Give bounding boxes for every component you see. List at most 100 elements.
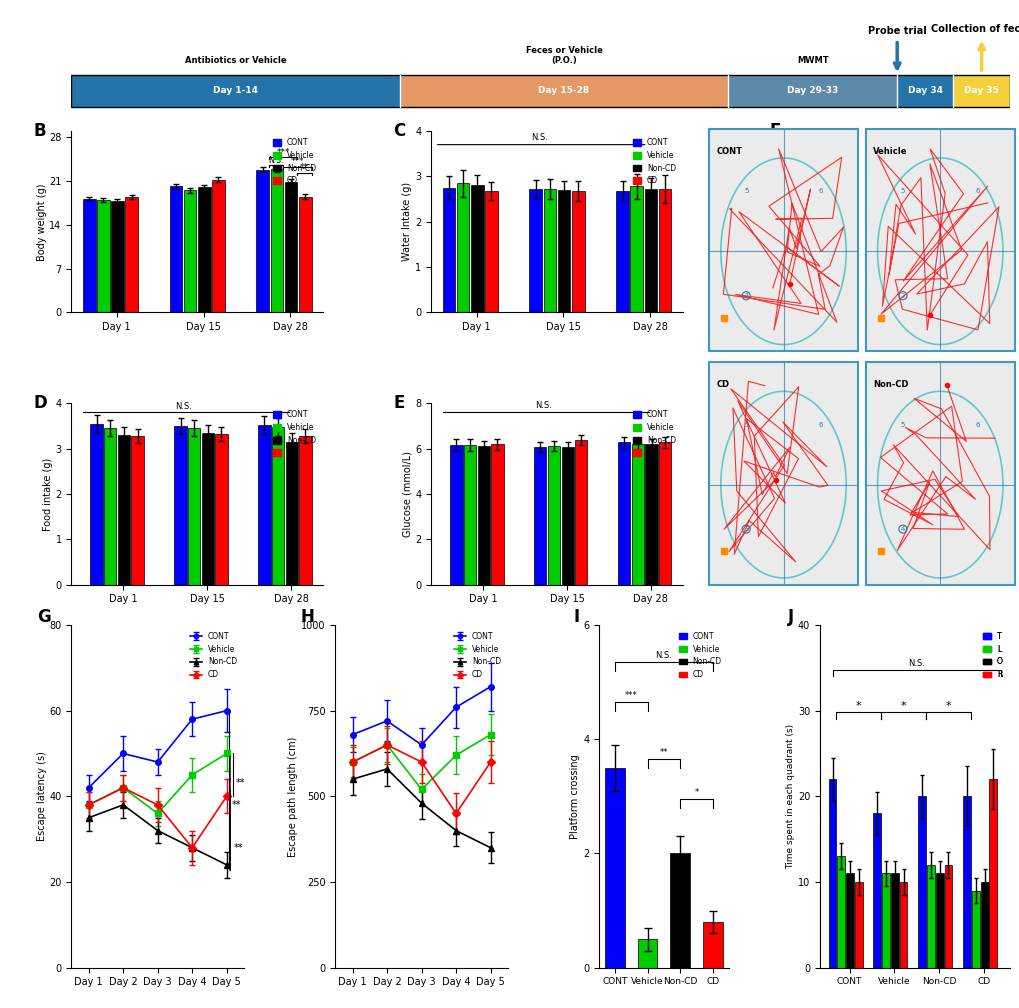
- Bar: [258, 425, 270, 585]
- Text: ***: ***: [276, 148, 289, 156]
- Bar: [926, 865, 934, 968]
- Bar: [284, 182, 298, 312]
- Bar: [854, 882, 862, 968]
- Bar: [270, 169, 283, 312]
- Bar: [485, 191, 497, 312]
- Text: CONT: CONT: [715, 147, 742, 156]
- Bar: [131, 435, 144, 585]
- Text: 5: 5: [743, 421, 748, 427]
- Bar: [934, 873, 943, 968]
- Bar: [442, 187, 454, 312]
- Text: 5: 5: [900, 188, 904, 195]
- Bar: [644, 190, 656, 312]
- Bar: [212, 179, 224, 312]
- Bar: [464, 446, 476, 585]
- Bar: [198, 187, 210, 312]
- Text: *: *: [855, 701, 861, 711]
- Text: 6: 6: [974, 188, 979, 195]
- Text: Non-CD: Non-CD: [872, 380, 908, 389]
- Legend: CONT, Vehicle, Non-CD, CD: CONT, Vehicle, Non-CD, CD: [450, 629, 503, 682]
- Bar: [837, 857, 845, 968]
- Bar: [71, 76, 1009, 107]
- Bar: [971, 891, 979, 968]
- Bar: [618, 443, 630, 585]
- Bar: [827, 779, 836, 968]
- Y-axis label: Food intake (g): Food intake (g): [43, 458, 53, 530]
- Legend: CONT, Vehicle, Non-CD, CD: CONT, Vehicle, Non-CD, CD: [630, 407, 679, 461]
- Legend: T, L, O, R: T, L, O, R: [979, 629, 1005, 682]
- Text: Collection of feces: Collection of feces: [930, 24, 1019, 33]
- Text: **: **: [300, 163, 309, 172]
- Text: N.S.: N.S.: [175, 402, 193, 411]
- Text: 6: 6: [818, 188, 822, 195]
- Text: **: **: [235, 778, 245, 788]
- Bar: [872, 813, 880, 968]
- Text: **: **: [233, 843, 243, 853]
- Bar: [944, 865, 952, 968]
- Bar: [187, 428, 200, 585]
- Text: *: *: [945, 701, 951, 711]
- Y-axis label: Time spent in each quadrant (s): Time spent in each quadrant (s): [786, 724, 795, 869]
- Text: E: E: [393, 394, 405, 412]
- Bar: [543, 190, 555, 312]
- Text: I: I: [573, 608, 579, 626]
- Text: H: H: [301, 608, 315, 626]
- Y-axis label: Glucose (mmol/L): Glucose (mmol/L): [403, 451, 412, 537]
- Bar: [457, 183, 469, 312]
- Bar: [917, 796, 925, 968]
- Text: N.S.: N.S.: [268, 156, 283, 165]
- Text: Day 34: Day 34: [907, 87, 942, 96]
- Text: 3: 3: [743, 526, 748, 532]
- Text: **: **: [231, 800, 242, 809]
- Bar: [631, 444, 643, 585]
- Text: B: B: [34, 122, 46, 140]
- Legend: CONT, Vehicle, Non-CD, CD: CONT, Vehicle, Non-CD, CD: [676, 629, 725, 682]
- Bar: [702, 922, 722, 968]
- Text: Day 35: Day 35: [963, 87, 998, 96]
- Text: MWMT: MWMT: [796, 56, 827, 66]
- Bar: [979, 882, 987, 968]
- Legend: CONT, Vehicle, Non-CD, CD: CONT, Vehicle, Non-CD, CD: [270, 407, 319, 461]
- Text: Antibiotics or Vehicle: Antibiotics or Vehicle: [184, 56, 286, 66]
- Text: Probe trial: Probe trial: [867, 26, 925, 35]
- Bar: [962, 796, 970, 968]
- Bar: [604, 768, 624, 968]
- Text: Feces or Vehicle
(P.O.): Feces or Vehicle (P.O.): [525, 46, 602, 66]
- Bar: [534, 447, 546, 585]
- Bar: [125, 197, 138, 312]
- Text: F: F: [768, 122, 780, 140]
- Bar: [728, 76, 897, 107]
- Text: N.S.: N.S.: [535, 401, 551, 410]
- Bar: [630, 186, 643, 312]
- Bar: [575, 439, 587, 585]
- Bar: [529, 190, 542, 312]
- Text: G: G: [37, 608, 51, 626]
- Text: *: *: [694, 788, 698, 797]
- Bar: [645, 445, 657, 585]
- Text: Day 15-28: Day 15-28: [538, 87, 589, 96]
- Y-axis label: Escape latency (s): Escape latency (s): [37, 751, 47, 842]
- Bar: [615, 191, 629, 312]
- Bar: [658, 443, 671, 585]
- Bar: [215, 434, 227, 585]
- Bar: [449, 446, 463, 585]
- Bar: [169, 186, 182, 312]
- Bar: [572, 191, 584, 312]
- Bar: [897, 76, 953, 107]
- Bar: [658, 190, 671, 312]
- Text: 6: 6: [818, 421, 822, 427]
- Legend: CONT, Vehicle, Non-CD, CD: CONT, Vehicle, Non-CD, CD: [187, 629, 239, 682]
- Text: 1: 1: [743, 292, 748, 298]
- Bar: [491, 445, 503, 585]
- Bar: [299, 197, 311, 312]
- Bar: [477, 447, 489, 585]
- Bar: [899, 882, 907, 968]
- Bar: [202, 432, 214, 585]
- Text: *: *: [900, 701, 906, 711]
- Text: D: D: [34, 394, 47, 412]
- Bar: [299, 435, 311, 585]
- Bar: [669, 854, 690, 968]
- Bar: [845, 873, 853, 968]
- Bar: [183, 191, 197, 312]
- Bar: [97, 200, 110, 312]
